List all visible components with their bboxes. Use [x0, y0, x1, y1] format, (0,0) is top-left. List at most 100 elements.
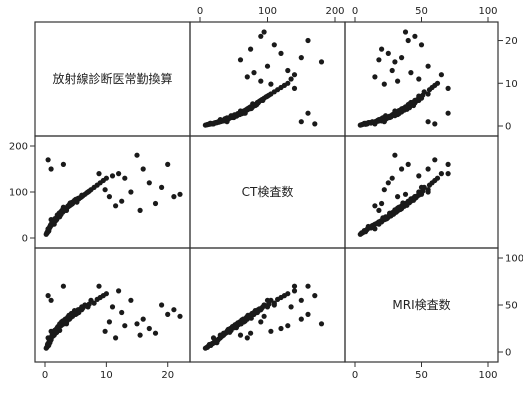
point-ct-vs-mri-113: [425, 166, 431, 172]
point-mri-vs-ct-70: [291, 288, 298, 294]
y-tick-label-ct-200: 200: [9, 142, 28, 153]
point-ct-vs-rad-119: [96, 171, 102, 177]
point-rad-vs-mri-104: [425, 63, 431, 69]
y-tick-label-mri-50: 50: [505, 301, 518, 312]
y-tick-label-mri-0: 0: [505, 348, 511, 359]
point-rad-vs-mri-109: [402, 29, 409, 35]
point-rad-vs-ct-107: [271, 42, 277, 48]
point-rad-vs-ct-86: [244, 107, 250, 113]
y-tick-label-ct-100: 100: [9, 188, 28, 199]
point-mri-vs-rad-92: [68, 310, 74, 317]
point-ct-vs-rad-95: [54, 212, 60, 218]
point-rad-vs-ct-104: [264, 63, 271, 69]
point-rad-vs-ct-110: [251, 70, 257, 76]
x-tick-label-ct-0: 0: [197, 6, 203, 17]
point-ct-vs-mri-107: [418, 184, 425, 190]
point-mri-vs-ct-86: [244, 315, 250, 321]
point-rad-vs-mri-106: [399, 55, 405, 61]
point-rad-vs-ct-101: [318, 59, 325, 65]
point-rad-vs-mri-77: [426, 87, 433, 93]
point-mri-vs-ct-116: [258, 319, 264, 325]
point-ct-vs-mri-103: [412, 194, 418, 200]
point-mri-vs-rad-88: [76, 308, 82, 314]
point-mri-vs-rad-105: [152, 330, 159, 336]
point-mri-vs-rad-100: [165, 311, 171, 317]
y-tick-label-rad-0: 0: [505, 122, 511, 133]
point-mri-vs-rad-112: [45, 293, 51, 299]
point-mri-vs-rad-111: [137, 332, 143, 338]
point-ct-vs-rad-114: [60, 161, 66, 167]
point-rad-vs-mri-118: [372, 74, 378, 80]
point-mri-vs-rad-98: [60, 318, 66, 324]
point-mri-vs-ct-114: [305, 283, 311, 289]
point-ct-vs-mri-118: [372, 203, 378, 209]
point-ct-vs-mri-108: [389, 175, 395, 181]
point-rad-vs-ct-118: [244, 74, 250, 80]
point-mri-vs-ct-107: [271, 302, 277, 308]
point-rad-vs-ct-105: [248, 46, 254, 52]
point-mri-vs-ct-77: [275, 296, 281, 302]
point-ct-vs-rad-108: [122, 175, 128, 181]
point-mri-vs-rad-117: [102, 328, 108, 334]
point-mri-vs-rad-109: [177, 313, 183, 319]
point-rad-vs-ct-109: [261, 29, 267, 35]
point-rad-vs-mri-88: [410, 99, 417, 105]
point-mri-vs-rad-108: [122, 323, 128, 329]
point-ct-vs-rad-90: [100, 177, 106, 184]
point-ct-vs-mri-100: [405, 161, 411, 167]
point-ct-vs-mri-97: [416, 192, 422, 198]
point-rad-vs-ct-113: [298, 119, 304, 125]
point-ct-vs-mri-70: [438, 171, 444, 177]
point-ct-vs-rad-112: [45, 157, 51, 163]
point-ct-vs-mri-111: [376, 207, 382, 213]
point-rad-vs-mri-91: [383, 116, 389, 122]
point-mri-vs-ct-102: [278, 325, 284, 332]
point-ct-vs-mri-67: [359, 230, 365, 236]
x-tick-label-mri-100: 100: [478, 6, 497, 17]
x-tick-label-mri-50: 50: [415, 6, 428, 17]
point-rad-vs-ct-96: [217, 119, 223, 125]
point-mri-vs-rad-104: [128, 297, 134, 303]
x-tick-label-mri-100: 100: [478, 370, 497, 381]
point-rad-vs-ct-70: [291, 72, 298, 78]
point-mri-vs-ct-104: [264, 297, 271, 303]
point-mri-vs-ct-105: [248, 330, 254, 336]
variable-label-ct: CT検査数: [242, 184, 294, 199]
y-tick-label-ct-0: 0: [22, 234, 28, 245]
point-rad-vs-mri-44: [425, 91, 431, 97]
point-ct-vs-mri-101: [392, 152, 398, 158]
point-mri-vs-ct-108: [285, 323, 291, 329]
point-mri-vs-rad-118: [113, 335, 119, 341]
point-ct-vs-mri-77: [426, 182, 433, 188]
variable-label-mri: MRI検査数: [392, 297, 450, 312]
point-mri-vs-rad-70: [116, 288, 122, 294]
point-ct-vs-mri-104: [425, 189, 431, 195]
point-mri-vs-ct-111: [237, 332, 244, 338]
point-mri-vs-ct-103: [258, 307, 264, 313]
point-ct-vs-rad-113: [48, 166, 54, 172]
y-tick-label-rad-20: 20: [505, 36, 518, 47]
point-ct-vs-mri-116: [395, 194, 401, 200]
point-mri-vs-ct-109: [261, 313, 267, 319]
point-mri-vs-ct-110: [251, 309, 257, 316]
point-rad-vs-mri-82: [376, 117, 382, 123]
point-rad-vs-mri-115: [416, 76, 422, 82]
point-mri-vs-rad-119: [96, 283, 102, 289]
point-rad-vs-mri-70: [438, 72, 444, 78]
point-ct-vs-rad-102: [146, 180, 152, 186]
point-mri-vs-rad-86: [65, 315, 71, 321]
point-rad-vs-ct-97: [260, 97, 266, 103]
x-tick-label-rad-0: 0: [42, 370, 48, 381]
point-ct-vs-mri-98: [396, 206, 402, 213]
point-rad-vs-mri-101: [392, 59, 398, 65]
point-rad-vs-ct-99: [212, 120, 219, 126]
point-ct-vs-rad-83: [84, 190, 90, 196]
point-ct-vs-mri-96: [372, 221, 378, 227]
point-rad-vs-mri-111: [376, 57, 382, 63]
point-ct-vs-rad-105: [152, 200, 159, 207]
point-rad-vs-mri-113: [425, 119, 431, 125]
point-ct-vs-mri-93: [364, 226, 370, 232]
point-mri-vs-rad-95: [54, 325, 60, 331]
point-ct-vs-mri-86: [400, 203, 406, 209]
